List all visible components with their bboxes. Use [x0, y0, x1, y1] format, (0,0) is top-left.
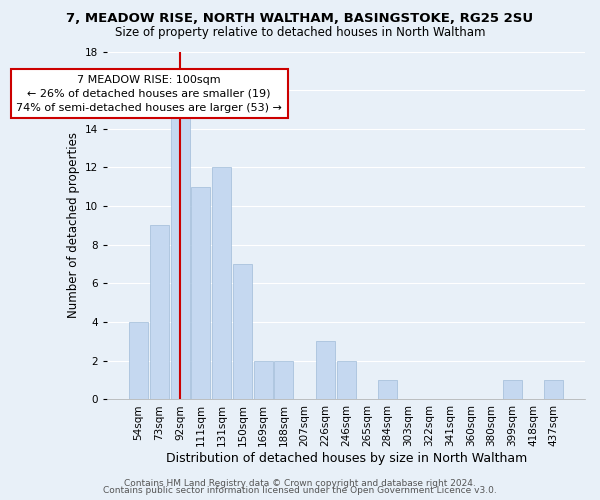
Bar — [337, 361, 356, 400]
Text: 7, MEADOW RISE, NORTH WALTHAM, BASINGSTOKE, RG25 2SU: 7, MEADOW RISE, NORTH WALTHAM, BASINGSTO… — [67, 12, 533, 26]
Bar — [503, 380, 522, 400]
Text: 7 MEADOW RISE: 100sqm
← 26% of detached houses are smaller (19)
74% of semi-deta: 7 MEADOW RISE: 100sqm ← 26% of detached … — [16, 74, 282, 112]
Text: Contains HM Land Registry data © Crown copyright and database right 2024.: Contains HM Land Registry data © Crown c… — [124, 478, 476, 488]
Bar — [544, 380, 563, 400]
Text: Contains public sector information licensed under the Open Government Licence v3: Contains public sector information licen… — [103, 486, 497, 495]
Bar — [129, 322, 148, 400]
Bar — [378, 380, 397, 400]
Text: Size of property relative to detached houses in North Waltham: Size of property relative to detached ho… — [115, 26, 485, 39]
Y-axis label: Number of detached properties: Number of detached properties — [67, 132, 80, 318]
Bar — [233, 264, 252, 400]
Bar — [254, 361, 273, 400]
Bar — [212, 168, 231, 400]
X-axis label: Distribution of detached houses by size in North Waltham: Distribution of detached houses by size … — [166, 452, 527, 465]
Bar — [170, 110, 190, 400]
Bar — [191, 187, 211, 400]
Bar — [316, 342, 335, 400]
Bar — [274, 361, 293, 400]
Bar — [150, 226, 169, 400]
